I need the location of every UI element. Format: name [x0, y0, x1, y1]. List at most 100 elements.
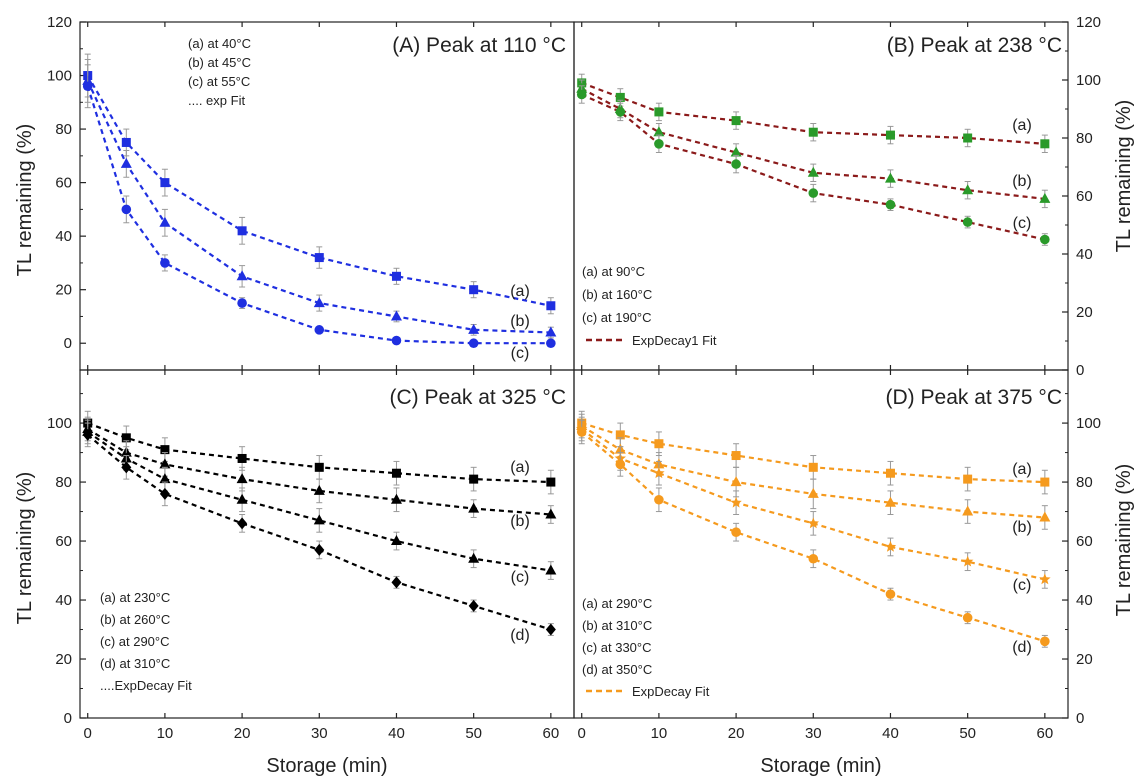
y-tick-label: 80	[1076, 130, 1093, 147]
curve-label: (c)	[1013, 577, 1032, 594]
data-point-circle	[82, 81, 93, 92]
legend-entry: (b) at 160°C	[582, 287, 652, 302]
fit-curve	[581, 81, 1045, 145]
fit-curve	[86, 434, 552, 631]
y-tick-label: 0	[64, 335, 72, 352]
curve-label: (a)	[1012, 117, 1032, 134]
data-point-square	[121, 137, 131, 147]
panel-a: 0 20 40 60 80 100 120 (A) Peak at 110 °C (a) (b) (…	[47, 14, 575, 371]
data-point-triangle	[545, 564, 557, 575]
data-point-triangle	[545, 508, 557, 519]
x-tick-label: 0	[84, 725, 92, 742]
data-point-square	[963, 474, 973, 484]
curve-label: (a)	[1012, 461, 1032, 478]
data-point-circle	[654, 494, 664, 505]
data-point-triangle	[313, 297, 325, 308]
legend-entry: ExpDecay Fit	[632, 684, 710, 699]
x-tick-label: 30	[805, 725, 822, 742]
data-point-square	[160, 445, 170, 455]
data-point-square	[885, 130, 895, 140]
data-point-diamond	[121, 461, 132, 474]
fit-curve	[580, 431, 1046, 643]
data-point-diamond	[159, 487, 170, 500]
y-tick-label: 120	[1076, 14, 1101, 31]
curve-label: (b)	[1012, 173, 1032, 190]
data-point-square	[731, 451, 741, 461]
data-point-square	[469, 474, 479, 484]
fit-curve	[86, 80, 551, 334]
data-point-square	[160, 178, 170, 188]
data-point-square	[963, 133, 973, 143]
fit-curve	[87, 430, 551, 572]
y-axis-title-top-right: TL remaining (%)	[1113, 100, 1135, 253]
fit-curve	[581, 87, 1045, 200]
data-point-circle	[576, 427, 587, 437]
data-point-circle	[962, 612, 973, 623]
legend-entry: ExpDecay1 Fit	[632, 333, 717, 348]
fit-curve	[87, 422, 551, 484]
legend-entry: (b) at 310°C	[582, 618, 652, 633]
y-tick-label: 0	[1076, 362, 1084, 379]
y-axis-title-top-left: TL remaining (%)	[14, 124, 36, 277]
x-axis-title-right: Storage (min)	[760, 755, 881, 777]
legend: (a) at 230°C (b) at 260°C (c) at 290°C (d) …	[100, 590, 192, 693]
curve-label: (d)	[1012, 639, 1032, 656]
data-point-square	[314, 462, 324, 472]
panel-b: 0 20 40 60 80 100 120 (B) Peak at 238 °C (a) (b) (…	[573, 14, 1101, 379]
data-point-triangle	[390, 493, 402, 504]
data-point-circle	[615, 459, 626, 470]
data-point-circle	[314, 325, 325, 335]
data-point-circle	[1040, 636, 1050, 647]
data-point-circle	[731, 159, 741, 169]
y-tick-label: 100	[47, 68, 72, 85]
data-point-star	[884, 540, 897, 552]
data-point-diamond	[468, 599, 479, 612]
data-point-circle	[808, 188, 819, 198]
data-point-triangle	[962, 184, 974, 195]
x-tick-label: 40	[388, 725, 405, 742]
data-point-triangle	[468, 552, 480, 563]
legend-entry: (d) at 310°C	[100, 656, 170, 671]
legend-entry: .... exp Fit	[188, 93, 245, 108]
x-tick-label: 20	[728, 725, 745, 742]
curve-label: (a)	[510, 459, 530, 476]
y-tick-label: 80	[55, 121, 72, 138]
x-tick-label: 0	[578, 725, 586, 742]
data-point-diamond	[82, 428, 93, 441]
data-point-triangle	[1039, 511, 1051, 522]
legend: (a) at 290°C (b) at 310°C (c) at 330°C (d) …	[582, 596, 710, 699]
panel-d: 0 20 40 60 80 100 0 10 20 30 40 50 60 (D) Peak at 375…	[573, 369, 1101, 742]
data-point-square	[237, 226, 247, 236]
legend-entry: (a) at 230°C	[100, 590, 170, 605]
data-point-triangle	[236, 270, 248, 281]
data-point-triangle	[730, 476, 742, 487]
x-tick-label: 10	[157, 725, 174, 742]
legend-entry: (b) at 260°C	[100, 612, 170, 627]
y-tick-label: 60	[55, 533, 72, 550]
data-point-circle	[962, 217, 973, 227]
data-point-square	[314, 253, 324, 263]
y-tick-label: 60	[55, 175, 72, 192]
y-tick-label: 60	[1076, 533, 1093, 550]
data-point-square	[237, 453, 247, 463]
data-point-square	[808, 462, 818, 472]
legend-entry: (d) at 350°C	[582, 662, 652, 677]
x-tick-label: 50	[959, 725, 976, 742]
data-point-diamond	[237, 517, 248, 530]
x-tick-label: 60	[543, 725, 560, 742]
data-point-triangle	[390, 535, 402, 546]
data-point-square	[885, 468, 895, 478]
y-axis-title-bottom-right: TL remaining (%)	[1113, 464, 1135, 617]
data-point-triangle	[807, 166, 819, 177]
y-tick-label: 20	[1076, 651, 1093, 668]
data-point-triangle	[653, 126, 665, 137]
data-point-square	[469, 285, 479, 295]
data-point-triangle	[1039, 192, 1051, 203]
data-point-triangle	[159, 473, 171, 484]
data-point-circle	[808, 553, 819, 564]
panel-title: (D) Peak at 375 °C	[886, 386, 1062, 409]
legend-entry: (a) at 40°C	[188, 36, 251, 51]
y-tick-label: 40	[55, 592, 72, 609]
data-point-triangle	[313, 514, 325, 525]
